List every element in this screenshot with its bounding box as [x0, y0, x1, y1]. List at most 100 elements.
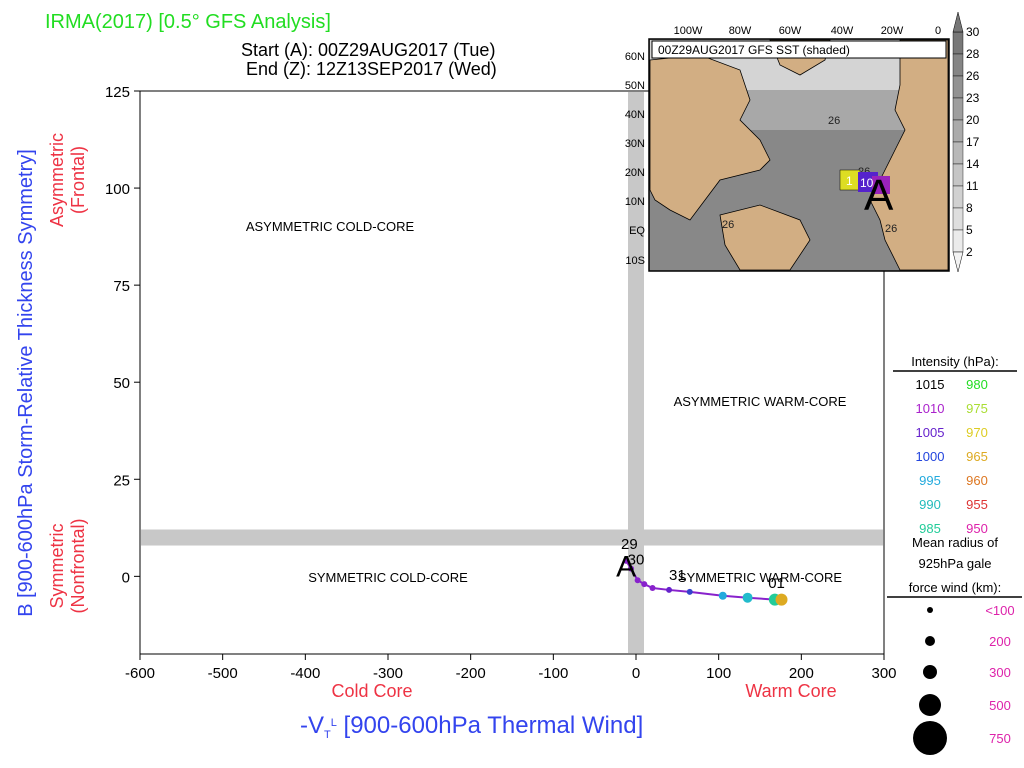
x-axis-ticks: -600 -500 -400 -300 -200 -100 0 100 200 300	[125, 654, 897, 682]
colorbar-segment	[952, 119, 964, 143]
intensity-value: 995	[919, 473, 941, 488]
cold-core-label: Cold Core	[331, 681, 412, 701]
track-point	[775, 593, 788, 606]
colorbar-segment	[952, 31, 964, 55]
colorbar-tick-label: 20	[966, 113, 980, 127]
gale-size-dot	[919, 694, 941, 716]
track-point	[666, 586, 673, 593]
colorbar-top-arrow	[952, 11, 964, 33]
inset-lat-label: 30N	[625, 138, 645, 150]
start-time: Start (A): 00Z29AUG2017 (Tue)	[241, 40, 495, 60]
y-tick-label: 25	[113, 472, 130, 489]
intensity-value: 970	[966, 425, 988, 440]
x-tick-label: 100	[706, 665, 731, 682]
x-axis-title: -VTL [900-600hPa Thermal Wind]	[300, 712, 643, 741]
track-label: 30	[628, 552, 645, 569]
inset-lat-label: 40N	[625, 109, 645, 121]
intensity-value: 1010	[916, 401, 945, 416]
colorbar-segment	[952, 97, 964, 121]
quadrant-sym-cold: SYMMETRIC COLD-CORE	[308, 570, 468, 585]
inset-lon-labels: 100W 80W 60W 40W 20W 0	[674, 25, 941, 37]
gale-title-3: force wind (km):	[909, 580, 1001, 595]
track-point	[623, 557, 630, 564]
y-axis-ticks: 0 25 50 75 100 125	[105, 84, 140, 586]
inset-lon-label: 60W	[779, 25, 802, 37]
south-america-land	[719, 204, 811, 271]
quadrant-asym-warm: ASYMMETRIC WARM-CORE	[674, 394, 847, 409]
y-tick-label: 100	[105, 181, 130, 198]
inset-lat-labels: 60N 50N 40N 30N 20N 10N EQ 10S	[625, 51, 646, 267]
colorbar-tick-label: 11	[966, 179, 979, 193]
colorbar-tick-label: 26	[966, 69, 980, 83]
colorbar-tick-label: 17	[966, 135, 980, 149]
intensity-value: 985	[919, 521, 941, 536]
colorbar-tick-label: 23	[966, 91, 980, 105]
intensity-value: 1015	[916, 377, 945, 392]
inset-lon-label: 0	[935, 25, 941, 37]
x-tick-label: 0	[632, 665, 640, 682]
contour-label: 26	[885, 223, 897, 235]
inset-map: 00Z29AUG2017 GFS SST (shaded) 26 26 26 2…	[625, 25, 950, 272]
x-tick-label: -400	[290, 665, 320, 682]
x-tick-label: -200	[456, 665, 486, 682]
symmetric-label: Symmetric	[47, 524, 67, 609]
y-tick-label: 0	[122, 569, 130, 586]
intensity-value: 980	[966, 377, 988, 392]
gale-size-dot	[927, 607, 933, 613]
asymmetric-label: Asymmetric	[47, 133, 67, 227]
track-points	[623, 557, 788, 606]
gale-size-label: <100	[985, 603, 1014, 618]
sst-label-box	[651, 40, 947, 59]
threshold-band-horizontal	[141, 529, 883, 546]
y-axis-title: B [900-600hPa Storm-Relative Thickness S…	[15, 149, 37, 617]
track-point	[649, 584, 656, 591]
inset-lat-label: 60N	[625, 51, 645, 63]
track-label: 31	[669, 567, 686, 584]
inset-lat-label: 10S	[625, 255, 645, 267]
track-point	[634, 577, 641, 584]
end-time: End (Z): 12Z13SEP2017 (Wed)	[246, 59, 497, 79]
colorbar-tick-label: 8	[966, 201, 973, 215]
x-tick-label: -300	[373, 665, 403, 682]
marker-label-2: 10	[860, 176, 874, 190]
marker-label: 1	[846, 174, 853, 188]
intensity-value: 960	[966, 473, 988, 488]
gale-size-dot	[913, 721, 947, 755]
x-tick-label: -100	[538, 665, 568, 682]
storm-title: IRMA(2017) [0.5° GFS Analysis]	[45, 11, 331, 33]
inset-lon-label: 20W	[881, 25, 904, 37]
intensity-value: 965	[966, 449, 988, 464]
intensity-value: 955	[966, 497, 988, 512]
colorbar-segment	[952, 207, 964, 231]
colorbar-tick-label: 28	[966, 47, 980, 61]
inset-lon-label: 100W	[674, 25, 703, 37]
inset-lat-label: 50N	[625, 80, 645, 92]
gale-title-2: 925hPa gale	[918, 556, 991, 571]
plot-border	[139, 90, 885, 655]
intensity-value: 1000	[916, 449, 945, 464]
colorbar-segment	[952, 141, 964, 165]
x-tick-label: -600	[125, 665, 155, 682]
colorbar-tick-label: 5	[966, 223, 973, 237]
symmetric-sub: (Nonfrontal)	[68, 518, 88, 613]
gale-size-label: 750	[989, 731, 1011, 746]
intensity-value: 1005	[916, 425, 945, 440]
track-label: A	[616, 551, 636, 584]
track-start-a: A	[864, 171, 894, 220]
track-label: 01	[768, 575, 785, 592]
track-point	[742, 592, 753, 603]
gale-size-dot	[925, 636, 935, 646]
colorbar-tick-label: 2	[966, 245, 973, 259]
intensity-legend: Intensity (hPa): 1015 980 1010 975 1005 970 10…	[887, 354, 1022, 755]
inset-lat-label: 10N	[625, 196, 645, 208]
quadrant-sym-warm: SYMMETRIC WARM-CORE	[678, 570, 843, 585]
colorbar-segment	[952, 163, 964, 187]
gale-size-label: 300	[989, 665, 1011, 680]
intensity-value: 990	[919, 497, 941, 512]
x-tick-label: 300	[871, 665, 896, 682]
inset-lat-label: 20N	[625, 167, 645, 179]
warm-core-label: Warm Core	[745, 681, 836, 701]
asymmetric-sub: (Frontal)	[68, 146, 88, 214]
inset-lon-label: 80W	[729, 25, 752, 37]
